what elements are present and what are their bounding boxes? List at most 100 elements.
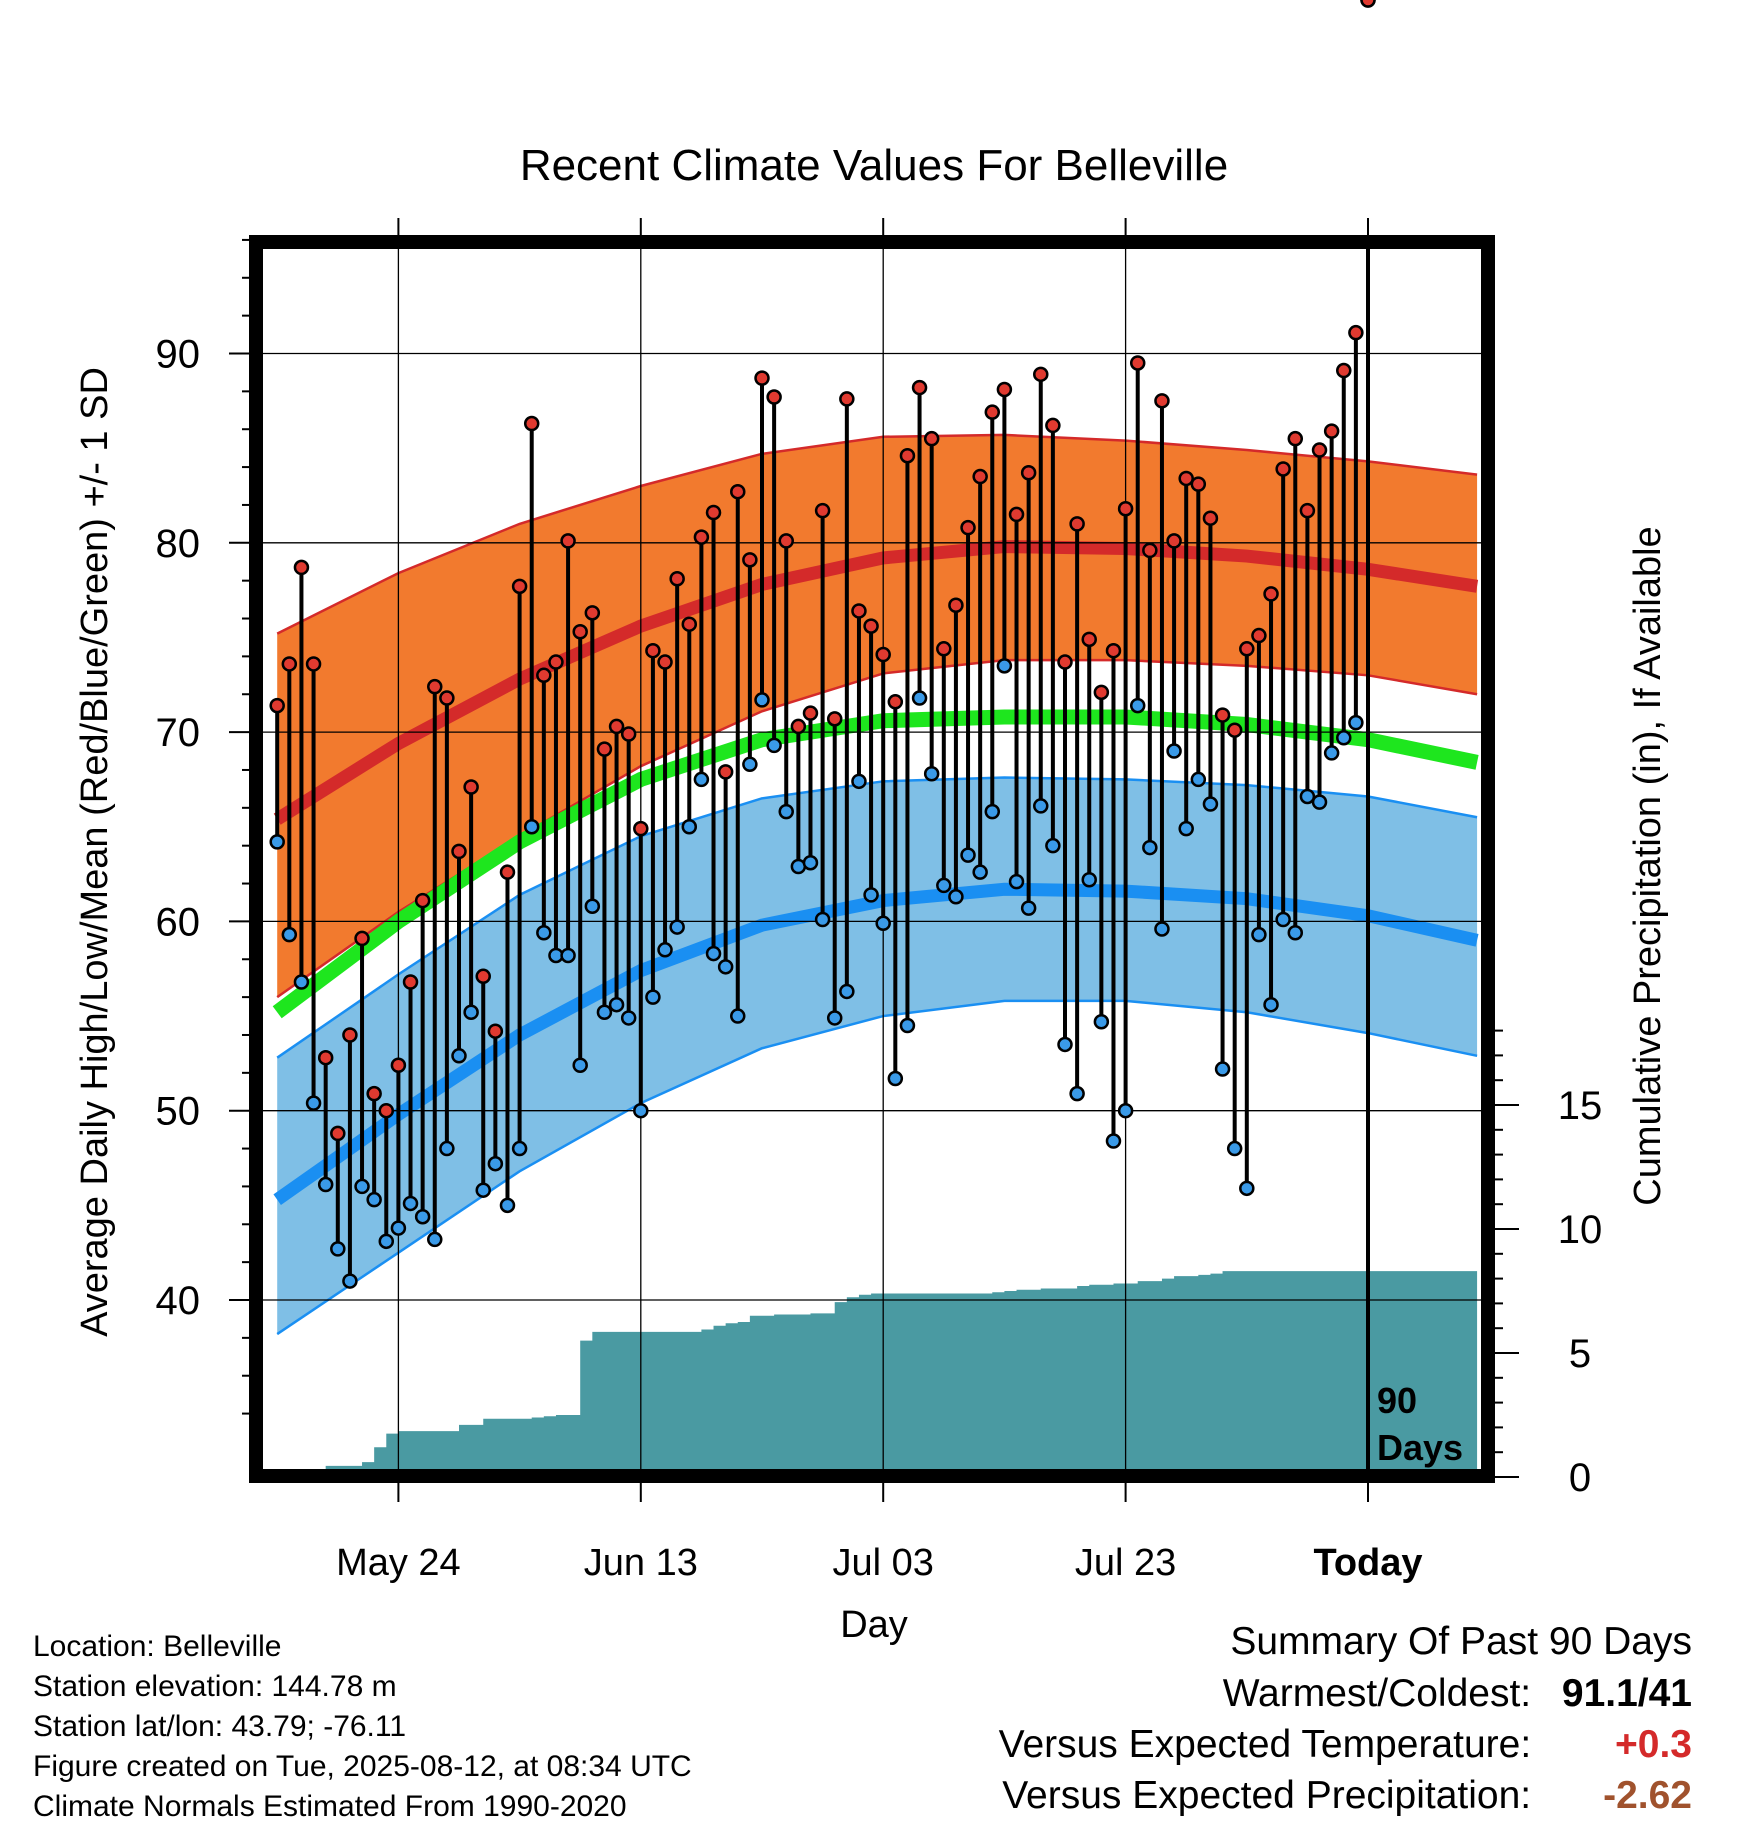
- daily-high-point: [1323, 423, 1340, 439]
- daily-low-point: [463, 1004, 479, 1021]
- daily-low-point: [1336, 730, 1352, 746]
- summary-warm-cold-row: Warmest/Coldest: 91.1/41: [999, 1668, 1692, 1719]
- daily-low-point: [984, 803, 1001, 820]
- daily-low-point: [608, 996, 625, 1013]
- daily-low-point: [511, 1140, 528, 1157]
- high-normal-band: [277, 434, 1478, 998]
- daily-high-point: [960, 519, 976, 536]
- daily-high-point: [826, 711, 843, 727]
- daily-high-point: [1045, 417, 1061, 434]
- daily-low-point: [960, 847, 976, 863]
- y-axis-label: Average Daily High/Low/Mean (Red/Blue/Gr…: [74, 367, 116, 1337]
- daily-high-point: [887, 694, 904, 710]
- daily-high-point: [984, 404, 1001, 420]
- daily-low-point: [899, 1017, 916, 1034]
- daily-low-point: [1190, 771, 1207, 788]
- daily-low-point: [911, 690, 928, 706]
- daily-low-point: [814, 911, 831, 928]
- daily-low-point: [354, 1178, 370, 1195]
- info-location: Location: Belleville: [33, 1630, 282, 1663]
- daily-low-point: [536, 925, 552, 941]
- daily-high-point: [523, 415, 540, 432]
- daily-low-point: [1081, 872, 1097, 888]
- daily-low-point: [366, 1191, 382, 1208]
- daily-low-point: [451, 1048, 467, 1064]
- daily-high-point: [560, 533, 576, 549]
- daily-low-point: [1202, 796, 1219, 812]
- daily-high-point: [645, 642, 661, 659]
- daily-high-point: [1129, 355, 1146, 371]
- x-axis-label: Day: [840, 1604, 908, 1646]
- daily-high-point: [911, 379, 928, 396]
- daily-high-point: [633, 820, 649, 837]
- daily-high-point: [1057, 654, 1073, 670]
- daily-high-point: [536, 667, 552, 684]
- daily-low-point: [863, 887, 879, 903]
- daily-high-point: [1214, 707, 1231, 723]
- daily-high-point: [1202, 510, 1219, 526]
- daily-high-point: [1336, 362, 1352, 379]
- daily-low-point: [645, 989, 661, 1005]
- daily-low-point: [936, 877, 952, 894]
- info-latlon: Station lat/lon: 43.79; -76.11: [33, 1710, 407, 1743]
- plot-area: [272, 433, 1479, 1470]
- daily-low-point: [1008, 873, 1025, 890]
- daily-high-point: [1020, 465, 1037, 481]
- daily-low-point: [730, 1008, 746, 1024]
- daily-high-point: [1081, 631, 1097, 648]
- daily-high-point: [1033, 366, 1049, 383]
- daily-low-point: [923, 765, 940, 782]
- daily-low-point: [1251, 926, 1267, 943]
- daily-low-point: [1178, 820, 1194, 837]
- daily-low-point: [620, 1010, 637, 1026]
- daily-high-point: [742, 552, 758, 568]
- daily-high-point: [1239, 641, 1255, 657]
- daily-high-point: [875, 646, 891, 663]
- daily-high-point: [414, 892, 431, 909]
- daily-high-point: [936, 641, 952, 657]
- daily-low-point: [754, 692, 770, 708]
- daily-observations: [269, 0, 1376, 1482]
- daily-high-point: [439, 690, 455, 706]
- daily-high-point: [923, 430, 940, 447]
- daily-high-point: [427, 678, 443, 695]
- daily-high-point: [681, 616, 698, 632]
- daily-low-point: [1214, 1061, 1231, 1077]
- y2-axis-label: Cumulative Precipitation (in), If Availa…: [1627, 526, 1669, 1205]
- daily-low-point: [705, 945, 722, 962]
- daily-low-point: [1093, 1013, 1110, 1030]
- y2-tick-label: 15: [1558, 1084, 1603, 1128]
- daily-high-point: [487, 1023, 504, 1039]
- daily-low-point: [427, 1231, 443, 1248]
- low-normal-band: [277, 777, 1478, 1335]
- daily-low-point: [851, 773, 867, 790]
- daily-low-point: [633, 1102, 649, 1119]
- daily-high-point: [717, 764, 734, 780]
- y2-tick-label: 0: [1569, 1456, 1591, 1500]
- axes: 40 50 60 70 80 90 0 5 10 15 May 24 Jun 13 Jul 03 Jul …: [156, 218, 1603, 1584]
- daily-low-point: [439, 1140, 455, 1157]
- daily-high-point: [863, 618, 879, 634]
- daily-high-point: [948, 597, 964, 614]
- daily-high-point: [281, 656, 298, 672]
- daily-low-point: [778, 803, 794, 820]
- daily-low-point: [475, 1182, 491, 1198]
- daily-high-point: [814, 502, 831, 519]
- daily-low-point: [572, 1057, 588, 1074]
- daily-high-point: [475, 968, 491, 985]
- daily-low-point: [1311, 794, 1328, 810]
- daily-high-point: [1069, 516, 1085, 532]
- daily-low-point: [839, 983, 855, 1000]
- daily-high-point: [330, 1125, 346, 1142]
- daily-low-point: [1045, 837, 1061, 854]
- daily-low-point: [584, 898, 601, 915]
- daily-low-point: [378, 1233, 395, 1250]
- daily-low-point: [742, 756, 758, 773]
- daily-high-point: [705, 504, 722, 521]
- daily-high-point: [1275, 461, 1291, 477]
- summary-temp-label: Versus Expected Temperature:: [998, 1723, 1532, 1766]
- daily-low-point: [717, 959, 734, 975]
- today-label-days-count: 90: [1377, 1380, 1417, 1421]
- daily-high-point: [1299, 502, 1316, 519]
- daily-low-point: [1226, 1140, 1243, 1157]
